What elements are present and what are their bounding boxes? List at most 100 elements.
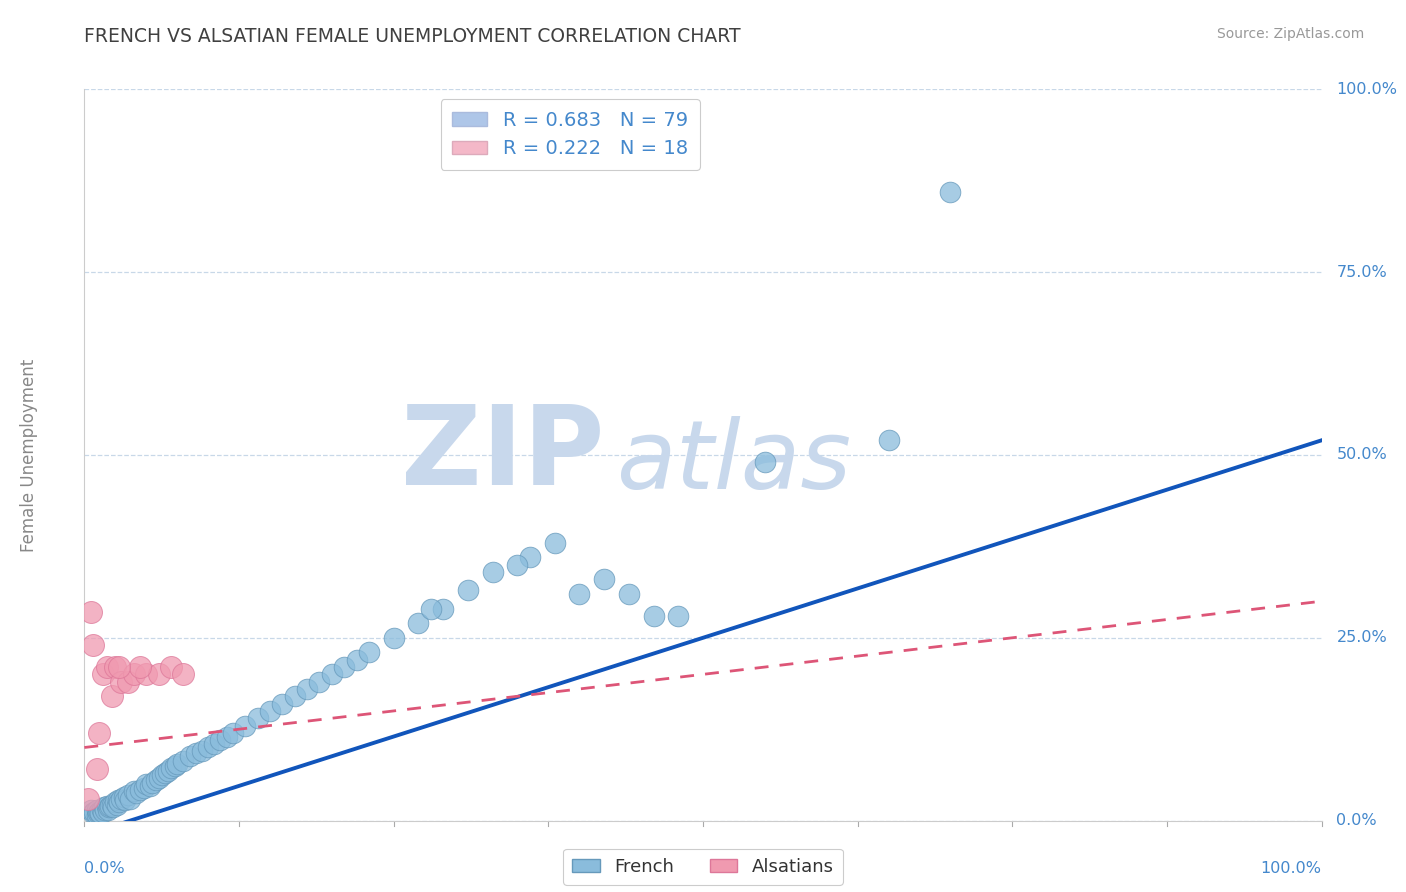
Point xyxy=(568,587,591,601)
Point xyxy=(172,667,194,681)
Text: 50.0%: 50.0% xyxy=(1337,448,1388,462)
Point xyxy=(191,744,214,758)
Point xyxy=(105,797,128,812)
Point xyxy=(346,653,368,667)
Text: atlas: atlas xyxy=(616,416,852,508)
Point xyxy=(117,788,139,802)
Point xyxy=(357,645,380,659)
Text: 100.0%: 100.0% xyxy=(1261,861,1322,876)
Point xyxy=(104,796,127,810)
Point xyxy=(91,667,114,681)
Point xyxy=(419,601,441,615)
Point xyxy=(519,550,541,565)
Text: 100.0%: 100.0% xyxy=(1337,82,1398,96)
Point xyxy=(754,455,776,469)
Point xyxy=(98,799,121,814)
Point xyxy=(132,780,155,795)
Point xyxy=(259,704,281,718)
Point xyxy=(184,747,207,761)
Point xyxy=(101,800,124,814)
Point xyxy=(100,690,122,704)
Text: 25.0%: 25.0% xyxy=(1337,631,1388,645)
Point xyxy=(129,783,152,797)
Point xyxy=(93,800,115,814)
Point xyxy=(82,638,104,652)
Point xyxy=(666,608,689,623)
Point xyxy=(145,773,167,788)
Point xyxy=(321,667,343,681)
Point xyxy=(160,761,183,775)
Point xyxy=(150,768,173,782)
Point xyxy=(271,697,294,711)
Point xyxy=(97,803,120,817)
Point xyxy=(877,434,900,448)
Text: 75.0%: 75.0% xyxy=(1337,265,1388,279)
Point xyxy=(89,726,111,740)
Text: ZIP: ZIP xyxy=(401,401,605,508)
Point xyxy=(114,793,136,807)
Point xyxy=(160,660,183,674)
Point xyxy=(110,674,132,689)
Point xyxy=(90,803,112,817)
Point xyxy=(86,763,108,777)
Point xyxy=(117,674,139,689)
Point xyxy=(643,608,665,623)
Point xyxy=(308,674,330,689)
Point xyxy=(148,771,170,785)
Point xyxy=(157,764,180,778)
Point xyxy=(122,784,145,798)
Point xyxy=(172,754,194,768)
Text: Female Unemployment: Female Unemployment xyxy=(20,359,38,551)
Point xyxy=(89,805,111,819)
Point xyxy=(209,733,232,747)
Legend: French, Alsatians: French, Alsatians xyxy=(564,848,842,885)
Point xyxy=(135,777,157,791)
Point xyxy=(89,806,111,821)
Point xyxy=(98,800,121,814)
Point xyxy=(215,730,238,744)
Point xyxy=(408,616,430,631)
Point xyxy=(79,803,101,817)
Point xyxy=(382,631,405,645)
Point xyxy=(135,667,157,681)
Point xyxy=(91,805,114,819)
Point xyxy=(96,799,118,814)
Point xyxy=(79,605,101,619)
Point xyxy=(125,786,148,800)
Point xyxy=(939,185,962,199)
Point xyxy=(87,806,110,821)
Point xyxy=(112,790,135,805)
Point xyxy=(141,775,163,789)
Point xyxy=(122,667,145,681)
Point xyxy=(166,756,188,771)
Point xyxy=(77,791,100,805)
Point xyxy=(139,779,162,793)
Point xyxy=(593,572,616,586)
Point xyxy=(163,758,186,772)
Point xyxy=(246,711,269,725)
Point xyxy=(104,660,127,674)
Point xyxy=(617,587,640,601)
Point xyxy=(506,558,529,572)
Point xyxy=(86,807,108,822)
Point xyxy=(86,803,108,817)
Point xyxy=(110,791,132,805)
Point xyxy=(82,806,104,821)
Point xyxy=(197,740,219,755)
Point xyxy=(222,726,245,740)
Point xyxy=(96,660,118,674)
Text: FRENCH VS ALSATIAN FEMALE UNEMPLOYMENT CORRELATION CHART: FRENCH VS ALSATIAN FEMALE UNEMPLOYMENT C… xyxy=(84,27,741,45)
Point xyxy=(457,583,479,598)
Point xyxy=(295,681,318,696)
Text: Source: ZipAtlas.com: Source: ZipAtlas.com xyxy=(1216,27,1364,41)
Point xyxy=(333,660,356,674)
Point xyxy=(108,660,131,674)
Point xyxy=(284,690,307,704)
Point xyxy=(233,718,256,732)
Point xyxy=(100,797,122,812)
Text: 0.0%: 0.0% xyxy=(84,861,125,876)
Point xyxy=(179,749,201,764)
Point xyxy=(432,601,454,615)
Point xyxy=(202,737,225,751)
Point xyxy=(83,805,105,819)
